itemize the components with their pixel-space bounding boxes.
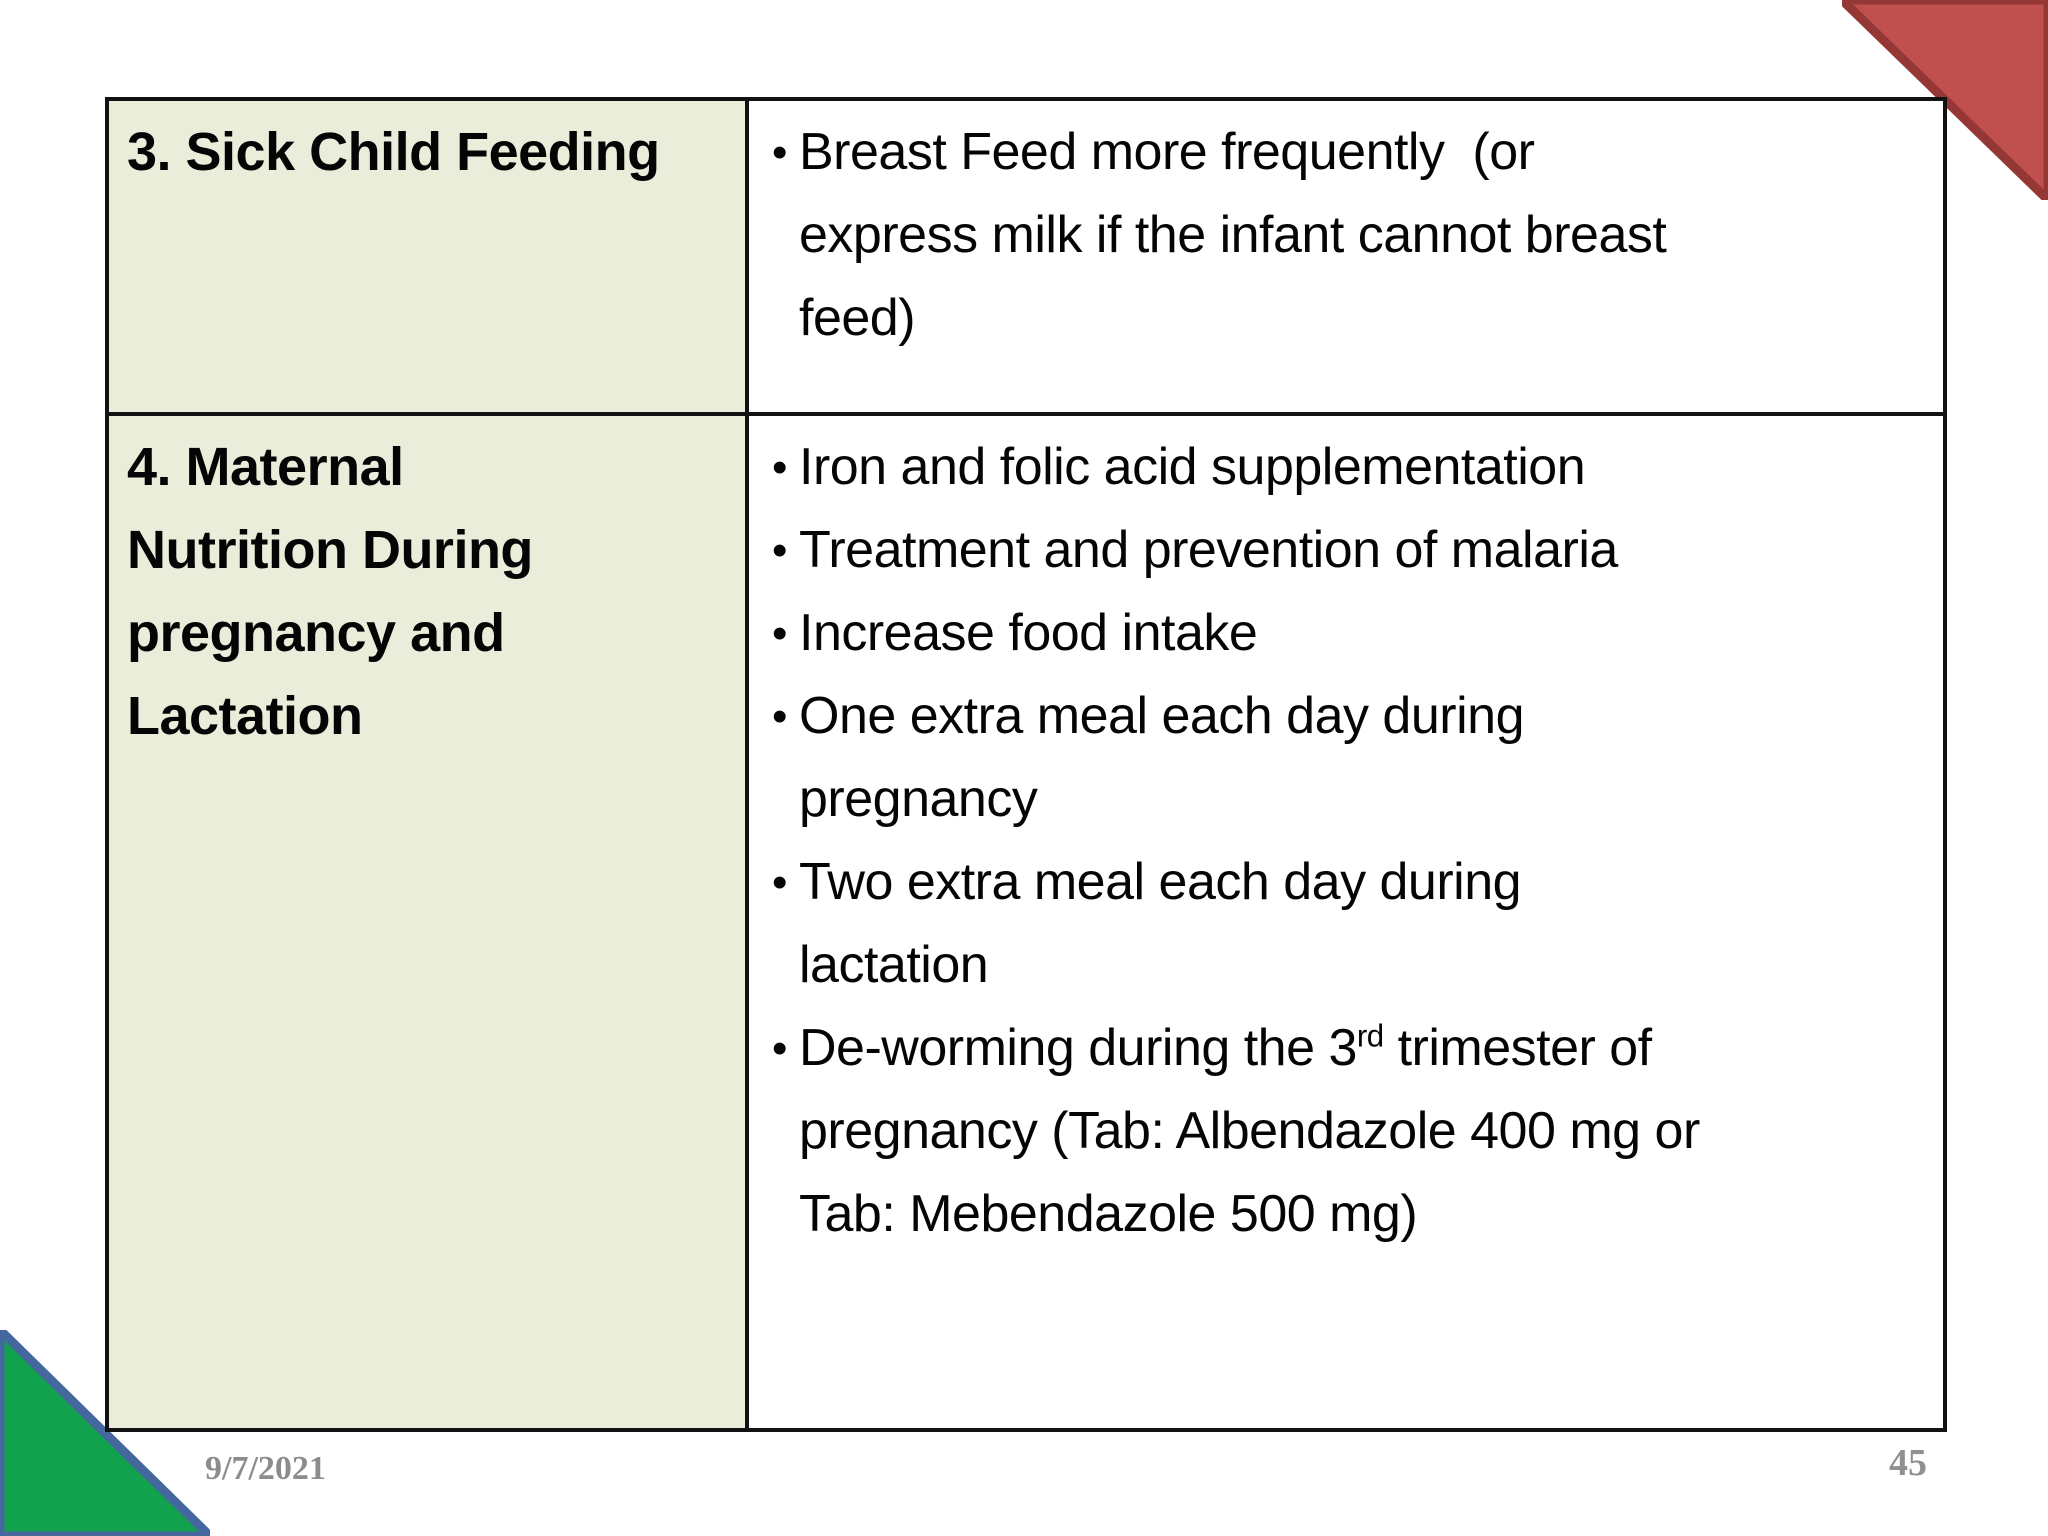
list-item-text: Increase food intake <box>799 604 1258 662</box>
table-row-header-maternal-nutrition: 4. Maternal Nutrition During pregnancy a… <box>109 416 749 1428</box>
bullet-icon: • <box>772 858 788 907</box>
list-item-text-part: De-worming during the 3 <box>799 1019 1357 1077</box>
list-item-text: Breast Feed more frequently (or express … <box>799 123 1667 347</box>
list-item: • Treatment and prevention of malaria <box>749 509 1925 592</box>
list-item-text: One extra meal each day during pregnancy <box>799 687 1524 828</box>
list-item: • De-worming during the 3rd trimester of… <box>749 1007 1925 1256</box>
list-item: • One extra meal each day during pregnan… <box>749 675 1925 841</box>
list-item-text: Two extra meal each day during lactation <box>799 853 1522 994</box>
bullet-icon: • <box>772 128 788 177</box>
list-item-text: Iron and folic acid supplementation <box>799 438 1586 496</box>
slide-page-number: 45 <box>1889 1442 1927 1484</box>
list-item-text: Treatment and prevention of malaria <box>799 521 1618 579</box>
list-item-text: De-worming during the 3rd trimester of p… <box>799 1007 1925 1256</box>
list-item: • Iron and folic acid supplementation <box>749 426 1925 509</box>
bullet-icon: • <box>772 1024 788 1073</box>
table-row-header-sick-child-feeding: 3. Sick Child Feeding <box>109 101 749 416</box>
list-item: • Breast Feed more frequently (or expres… <box>749 111 1925 360</box>
nutrition-actions-table: 3. Sick Child Feeding • Breast Feed more… <box>105 97 1947 1432</box>
corner-triangle-green <box>0 1330 210 1536</box>
list-item-text-part: trimester of pregnancy (Tab: Albendazole… <box>799 1019 1700 1243</box>
list-item: • Increase food intake <box>749 592 1925 675</box>
bullet-icon: • <box>772 692 788 741</box>
table-cell-sick-child-feeding-actions: • Breast Feed more frequently (or expres… <box>749 101 1943 416</box>
slide-date: 9/7/2021 <box>205 1450 326 1487</box>
list-item: • Two extra meal each day during lactati… <box>749 841 1925 1007</box>
bullet-icon: • <box>772 443 788 492</box>
superscript-ordinal: rd <box>1356 1018 1384 1054</box>
bullet-icon: • <box>772 609 788 658</box>
table-cell-maternal-nutrition-actions: • Iron and folic acid supplementation • … <box>749 416 1943 1428</box>
bullet-icon: • <box>772 526 788 575</box>
